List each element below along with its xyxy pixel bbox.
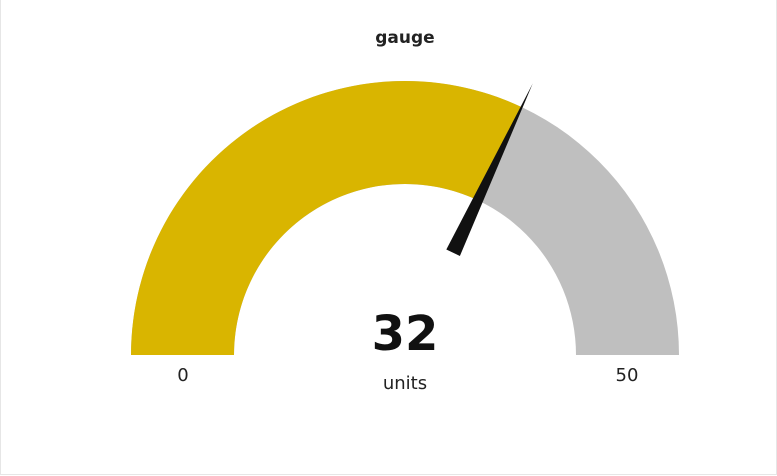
gauge-units-label: units bbox=[383, 373, 427, 394]
gauge-needle bbox=[446, 83, 533, 256]
gauge-value-arc bbox=[131, 80, 522, 355]
chart-title: gauge bbox=[375, 28, 434, 48]
gauge-value-label: 32 bbox=[372, 306, 439, 362]
gauge-max-label: 50 bbox=[616, 365, 639, 386]
gauge-min-label: 0 bbox=[177, 365, 188, 386]
